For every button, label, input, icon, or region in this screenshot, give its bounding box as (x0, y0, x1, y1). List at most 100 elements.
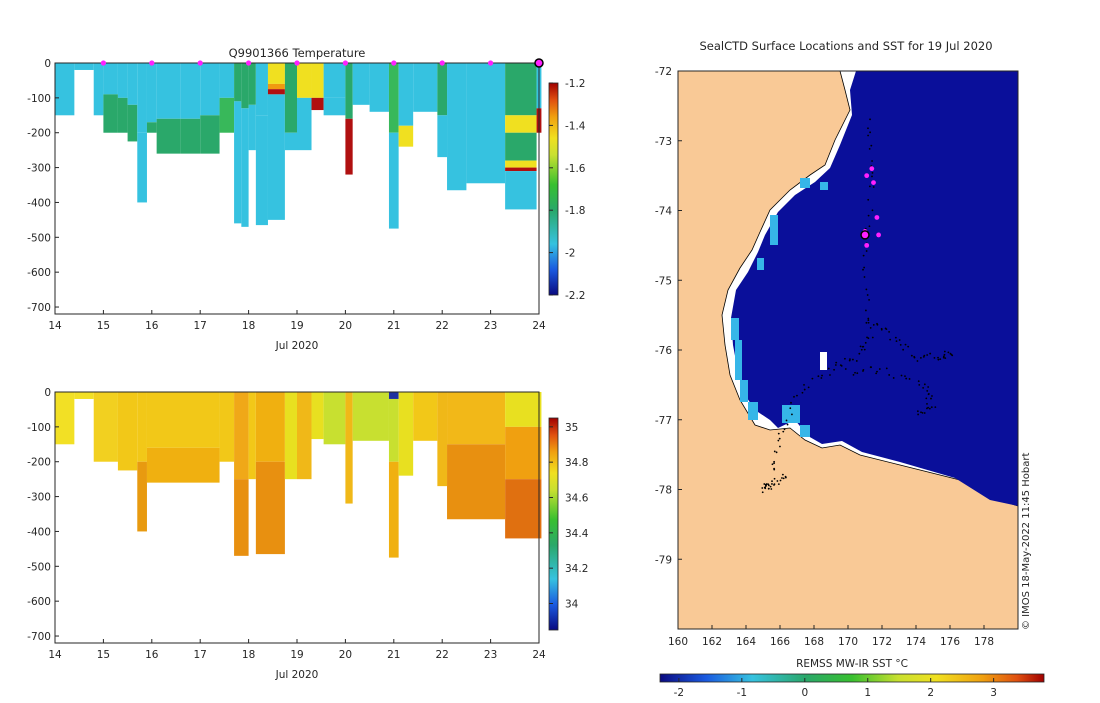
profile-cell-5-0 (127, 63, 138, 105)
surface-location (876, 232, 881, 238)
track-point (761, 487, 764, 489)
profile-cell-21-1 (345, 118, 353, 175)
track-point (863, 276, 866, 278)
x-tick-label: 15 (97, 320, 110, 332)
map-y-ticks: -72 -73 -74 -75 -76 -77 -78 -79 (655, 66, 682, 566)
profile-cell-3-0 (117, 392, 138, 471)
track-point (865, 321, 868, 324)
x-tick-label: 14 (48, 320, 62, 332)
track-point (782, 477, 785, 480)
track-point (926, 354, 929, 356)
temperature-colorbar (548, 82, 559, 296)
track-point (848, 359, 851, 362)
track-point (852, 373, 855, 376)
colorbar-tick-label: 35 (565, 422, 578, 434)
track-point (777, 439, 780, 442)
profile-cell-9-1 (180, 118, 201, 154)
track-point (862, 368, 865, 371)
y-tick-label: -200 (27, 457, 51, 469)
track-point (921, 411, 924, 414)
salinity-x-ticks: 14 15 16 17 18 19 20 21 22 23 24 (48, 639, 546, 661)
track-point (927, 386, 930, 388)
profile-cell-25-1 (398, 125, 414, 147)
track-point (784, 475, 787, 478)
track-point (925, 397, 928, 400)
salinity-cells (55, 392, 542, 558)
track-point (855, 360, 858, 362)
map-sst-warm-pixels (731, 178, 828, 437)
track-point (918, 383, 921, 386)
track-point (919, 357, 922, 359)
profile-cell-16-3 (267, 94, 285, 220)
track-point (781, 477, 783, 479)
track-point (942, 356, 945, 359)
track-point (779, 445, 781, 448)
profile-cell-29-0 (466, 63, 506, 184)
track-point (933, 356, 936, 359)
sst-colorbar-label: REMSS MW-IR SST °C (796, 658, 908, 670)
x-tick-label: 22 (436, 649, 449, 661)
track-point (789, 407, 792, 410)
track-point (869, 326, 872, 329)
profile-cell-16-1 (267, 83, 285, 90)
track-point (862, 254, 865, 257)
track-point (947, 351, 950, 354)
profile-cell-21-0 (505, 392, 542, 427)
profile-cell-5-1 (127, 104, 138, 142)
track-point (803, 383, 805, 386)
track-point (885, 367, 888, 370)
profile-cell-13-0 (323, 392, 346, 445)
track-point (761, 491, 764, 494)
profile-cell-6-0 (219, 392, 235, 462)
track-point (929, 352, 932, 355)
track-point (858, 352, 861, 355)
x-tick-label: 18 (242, 649, 255, 661)
map-y-tick-label: -73 (655, 136, 672, 148)
map-y-tick-label: -74 (655, 206, 672, 218)
map-x-tick-label: 174 (906, 636, 926, 648)
surface-marker (100, 60, 106, 66)
salinity-colorbar (548, 417, 559, 631)
track-point (930, 406, 933, 409)
profile-cell-30-4 (505, 167, 537, 172)
track-point (865, 288, 868, 291)
surface-location (874, 215, 880, 220)
track-point (854, 371, 856, 374)
map-y-tick-label: -76 (655, 345, 672, 357)
profile-cell-10-0 (284, 392, 297, 480)
y-tick-label: -500 (27, 561, 51, 573)
track-point (835, 361, 838, 364)
track-point (781, 473, 784, 476)
track-point (867, 134, 870, 137)
track-point (865, 250, 868, 252)
x-tick-label: 18 (242, 320, 255, 332)
profile-cell-18-1 (297, 97, 312, 151)
track-point (871, 209, 874, 212)
temperature-colorbar-ticks: -1.2 -1.4 -1.6 -1.8 -2 -2.2 (549, 78, 586, 302)
y-tick-label: -600 (27, 267, 51, 279)
profile-cell-20-1 (447, 444, 506, 520)
track-point (773, 477, 776, 480)
profile-cell-19-1 (311, 97, 324, 111)
profile-cell-3-0 (103, 63, 118, 95)
map-y-tick-label: -77 (655, 415, 672, 427)
track-point (844, 368, 847, 370)
profile-cell-7-0 (146, 63, 157, 123)
profile-cell-17-0 (398, 392, 414, 476)
profile-cell-6-1 (137, 132, 147, 203)
track-point (888, 374, 891, 376)
y-tick-label: -200 (27, 128, 51, 140)
track-point (943, 350, 946, 353)
colorbar-tick-label: 34.8 (565, 457, 588, 469)
profile-cell-5-1 (146, 447, 220, 483)
track-point (771, 463, 774, 466)
track-point (937, 356, 939, 359)
track-point (840, 364, 843, 367)
profile-cell-4-1 (117, 97, 128, 133)
track-point (765, 485, 767, 487)
profile-cell-8-1 (156, 118, 181, 154)
track-point (829, 374, 831, 376)
profile-cell-13-0 (241, 63, 249, 109)
track-point (791, 413, 793, 416)
track-point (776, 480, 779, 482)
